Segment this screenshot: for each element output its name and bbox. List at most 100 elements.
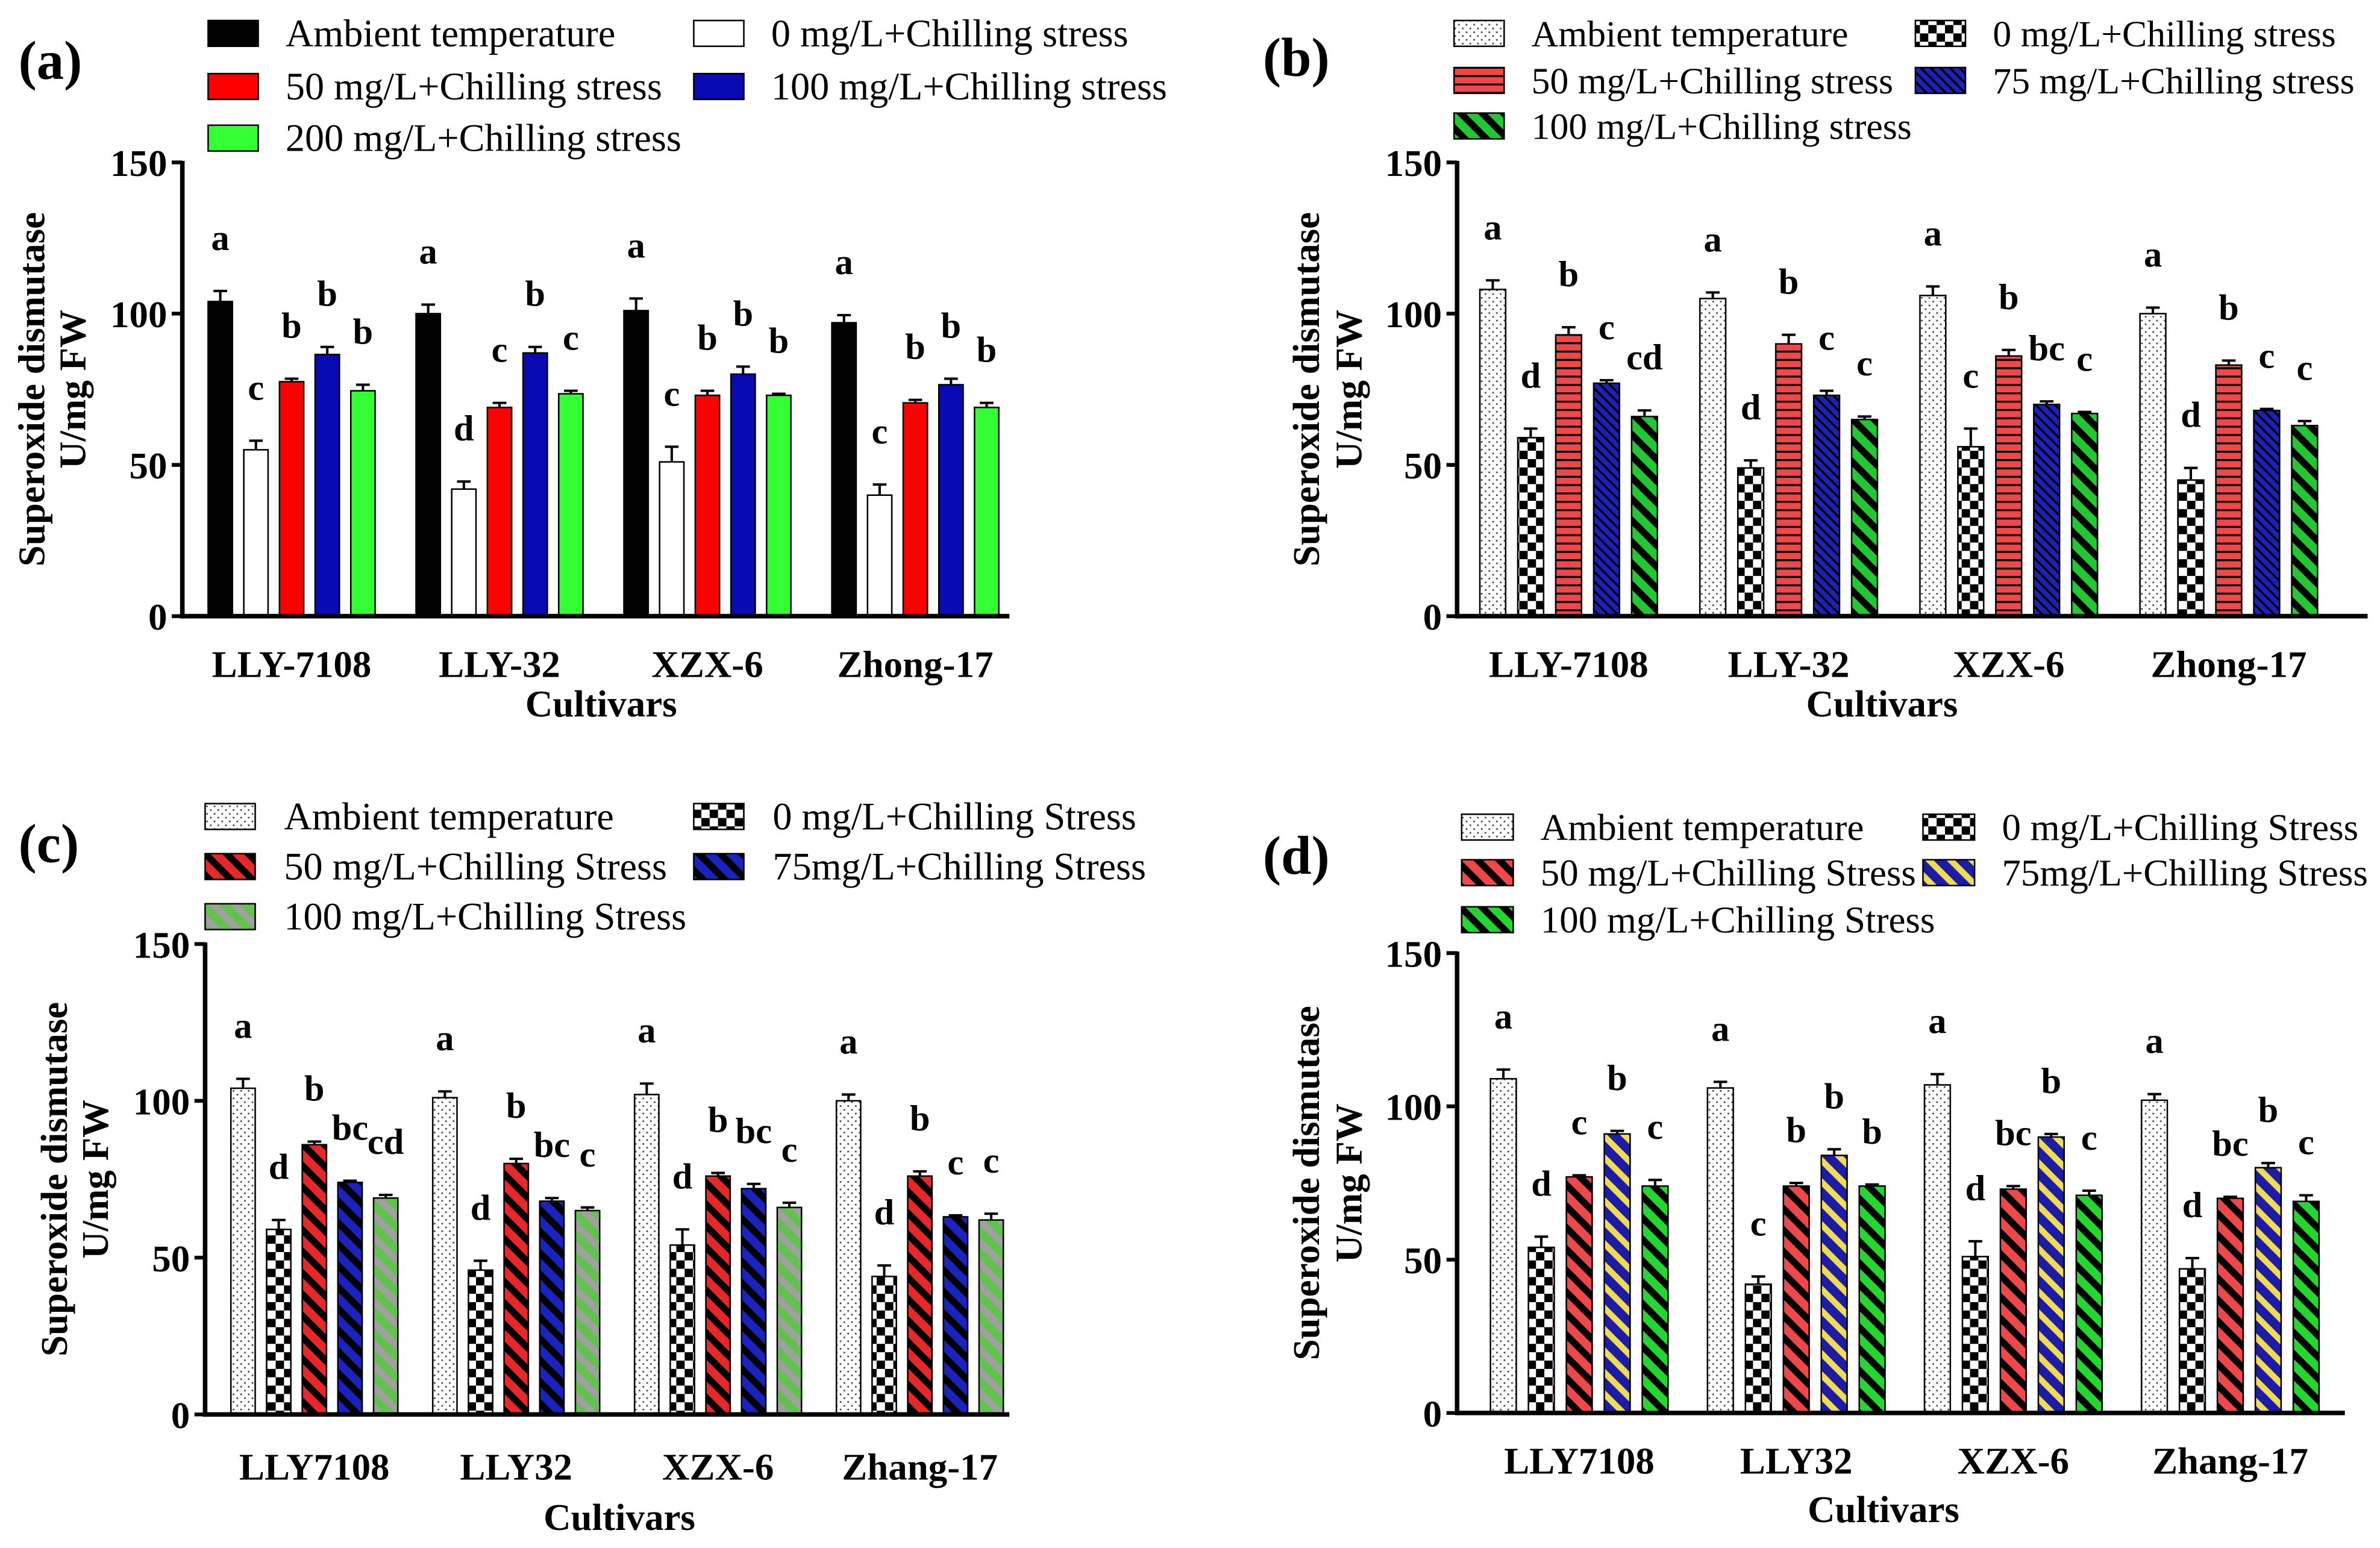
significance-letter: bc <box>332 1108 368 1148</box>
significance-letter: a <box>839 1021 857 1062</box>
legend: Ambient temperature 0 mg/L+Chilling stres… <box>207 12 1167 160</box>
significance-letter: b <box>1559 254 1579 295</box>
bar <box>314 354 340 617</box>
significance-letter: d <box>1531 1164 1552 1204</box>
significance-letter: cd <box>1626 337 1662 378</box>
legend-swatch <box>693 803 745 830</box>
bars: acbbbLLY-7108adcbcLLY-32acbbbXZX-6acbbbZ… <box>207 218 1000 685</box>
bar <box>730 373 756 617</box>
legend-swatch <box>1461 906 1514 933</box>
bar <box>938 384 964 617</box>
legend-item: 0 mg/L+Chilling Stress <box>693 795 1136 838</box>
bar <box>1699 298 1727 617</box>
significance-letter: c <box>1750 1203 1767 1244</box>
significance-letter: c <box>580 1135 596 1175</box>
y-axis-title: Superoxide dismutase <box>10 212 52 566</box>
legend-swatch <box>207 124 259 152</box>
bar <box>278 381 305 617</box>
significance-letter: b <box>1607 1058 1627 1098</box>
y-tick-label: 50 <box>1404 445 1442 487</box>
y-tick-label: 50 <box>152 1238 190 1280</box>
bar <box>337 1181 363 1415</box>
bar <box>451 488 477 617</box>
legend-item: 100 mg/L+Chilling Stress <box>204 895 686 938</box>
significance-letter: b <box>2041 1061 2062 1101</box>
legend-swatch <box>693 853 745 880</box>
y-axis-unit: U/mg FW <box>74 1100 116 1259</box>
bar <box>2216 1197 2244 1414</box>
significance-letter: c <box>781 1130 798 1170</box>
significance-letter: c <box>248 368 264 408</box>
bar <box>942 1216 969 1415</box>
category-label: Zhang-17 <box>2152 1440 2308 1482</box>
legend: Ambient temperature 0 mg/L+Chilling stres… <box>1453 14 2355 147</box>
bar <box>1782 1185 1810 1414</box>
significance-letter: b <box>1824 1076 1844 1117</box>
legend-item: 50 mg/L+Chilling stress <box>1453 61 1893 102</box>
legend-label: 0 mg/L+Chilling Stress <box>772 795 1136 838</box>
category-label: LLY32 <box>460 1446 572 1488</box>
bar <box>1603 1133 1631 1414</box>
axes: 0 50 100 150 <box>1385 142 2368 638</box>
significance-letter: a <box>627 225 645 266</box>
legend-item: 50 mg/L+Chilling Stress <box>1461 852 1916 894</box>
significance-letter: c <box>983 1141 1000 1181</box>
bar <box>659 461 685 617</box>
significance-letter: b <box>2258 1090 2279 1130</box>
significance-letter: b <box>905 327 925 368</box>
panel-a: (a) Ambient temperature 0 mg/L+Chilling st… <box>10 12 1167 725</box>
legend-swatch <box>1914 19 1967 48</box>
y-axis-title: Superoxide dismutase <box>1285 1006 1327 1360</box>
significance-letter: c <box>872 412 888 452</box>
bar <box>207 301 234 617</box>
axes: 0 50 100 150 <box>133 924 1010 1437</box>
y-tick-label: 100 <box>110 293 167 336</box>
legend-item: 0 mg/L+Chilling stress <box>1914 14 2336 55</box>
significance-letter: c <box>1647 1107 1664 1147</box>
y-axis-title: Superoxide dismutase <box>1285 212 1327 566</box>
y-tick-label: 150 <box>1385 933 1442 975</box>
significance-letter: d <box>1965 1168 1986 1209</box>
legend-swatch <box>1922 859 1976 886</box>
significance-letter: d <box>1521 356 1541 396</box>
bars: adcbcLLY7108acbbbLLY32adbcbcXZX-6adbcbcZ… <box>1489 997 2320 1482</box>
bar <box>2291 425 2319 617</box>
y-tick-label: 50 <box>129 445 167 487</box>
bar <box>835 1100 862 1415</box>
bar <box>1565 1176 1593 1414</box>
legend-label: Ambient temperature <box>1541 806 1864 848</box>
panel-label: (c) <box>19 813 80 874</box>
significance-letter: b <box>1779 262 1799 302</box>
legend-label: 50 mg/L+Chilling Stress <box>1541 852 1916 894</box>
panel-label: (b) <box>1263 27 1330 88</box>
legend-label: 200 mg/L+Chilling stress <box>286 117 681 160</box>
significance-letter: b <box>281 306 302 346</box>
axes: 0 50 100 150 <box>1385 933 2345 1435</box>
x-axis-title: Cultivars <box>543 1496 695 1538</box>
bar <box>2075 1194 2103 1414</box>
legend-label: Ambient temperature <box>1532 14 1849 55</box>
significance-letter: a <box>1704 219 1722 260</box>
legend-item: 75 mg/L+Chilling stress <box>1914 61 2355 102</box>
bar <box>1592 382 1621 617</box>
bar <box>776 1206 803 1415</box>
bar <box>633 1094 660 1415</box>
category-label: LLY7108 <box>239 1446 390 1488</box>
significance-letter: b <box>977 330 997 371</box>
bar <box>1630 415 1658 617</box>
significance-letter: b <box>1999 277 2019 318</box>
legend-item: 100 mg/L+Chilling stress <box>1453 106 1912 147</box>
significance-letter: bc <box>1995 1113 2031 1153</box>
bar <box>1957 446 1985 617</box>
bar <box>974 406 1000 617</box>
bar <box>1923 1084 1952 1414</box>
significance-letter: d <box>672 1156 693 1197</box>
bar <box>1774 343 1803 617</box>
category-label: Zhang-17 <box>842 1446 998 1488</box>
significance-letter: a <box>436 1018 454 1059</box>
legend-swatch <box>693 72 745 101</box>
legend-swatch <box>207 72 259 101</box>
